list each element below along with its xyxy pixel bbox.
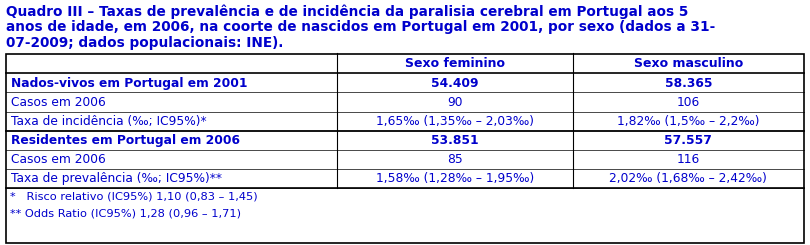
Text: anos de idade, em 2006, na coorte de nascidos em Portugal em 2001, por sexo (dad: anos de idade, em 2006, na coorte de nas… bbox=[6, 21, 715, 35]
Text: *   Risco relativo (IC95%) 1,10 (0,83 – 1,45): * Risco relativo (IC95%) 1,10 (0,83 – 1,… bbox=[10, 192, 258, 202]
Text: 1,58‰ (1,28‰ – 1,95‰): 1,58‰ (1,28‰ – 1,95‰) bbox=[376, 172, 534, 184]
Text: 07-2009; dados populacionais: INE).: 07-2009; dados populacionais: INE). bbox=[6, 36, 284, 50]
Text: Casos em 2006: Casos em 2006 bbox=[11, 96, 106, 109]
Text: 116: 116 bbox=[676, 152, 700, 166]
Text: 1,65‰ (1,35‰ – 2,03‰): 1,65‰ (1,35‰ – 2,03‰) bbox=[376, 114, 534, 127]
Text: 1,82‰ (1,5‰ – 2,2‰): 1,82‰ (1,5‰ – 2,2‰) bbox=[617, 114, 760, 127]
Text: 2,02‰ (1,68‰ – 2,42‰): 2,02‰ (1,68‰ – 2,42‰) bbox=[609, 172, 767, 184]
Text: Taxa de prevalência (‰; IC95%)**: Taxa de prevalência (‰; IC95%)** bbox=[11, 172, 222, 184]
Text: Sexo feminino: Sexo feminino bbox=[405, 57, 505, 70]
Text: Taxa de incidência (‰; IC95%)*: Taxa de incidência (‰; IC95%)* bbox=[11, 114, 207, 127]
Text: ** Odds Ratio (IC95%) 1,28 (0,96 – 1,71): ** Odds Ratio (IC95%) 1,28 (0,96 – 1,71) bbox=[10, 209, 241, 219]
Text: Sexo masculino: Sexo masculino bbox=[633, 57, 743, 70]
Text: Nados-vivos em Portugal em 2001: Nados-vivos em Portugal em 2001 bbox=[11, 76, 248, 89]
Text: 57.557: 57.557 bbox=[664, 134, 712, 147]
Text: 85: 85 bbox=[447, 152, 463, 166]
Text: 106: 106 bbox=[676, 96, 700, 109]
Text: Residentes em Portugal em 2006: Residentes em Portugal em 2006 bbox=[11, 134, 240, 147]
Bar bbox=[6, 53, 804, 243]
Text: 54.409: 54.409 bbox=[431, 76, 479, 89]
Text: Casos em 2006: Casos em 2006 bbox=[11, 152, 106, 166]
Text: 58.365: 58.365 bbox=[664, 76, 712, 89]
Text: 90: 90 bbox=[447, 96, 463, 109]
Text: 53.851: 53.851 bbox=[431, 134, 479, 147]
Text: Quadro III – Taxas de prevalência e de incidência da paralisia cerebral em Portu: Quadro III – Taxas de prevalência e de i… bbox=[6, 4, 688, 19]
